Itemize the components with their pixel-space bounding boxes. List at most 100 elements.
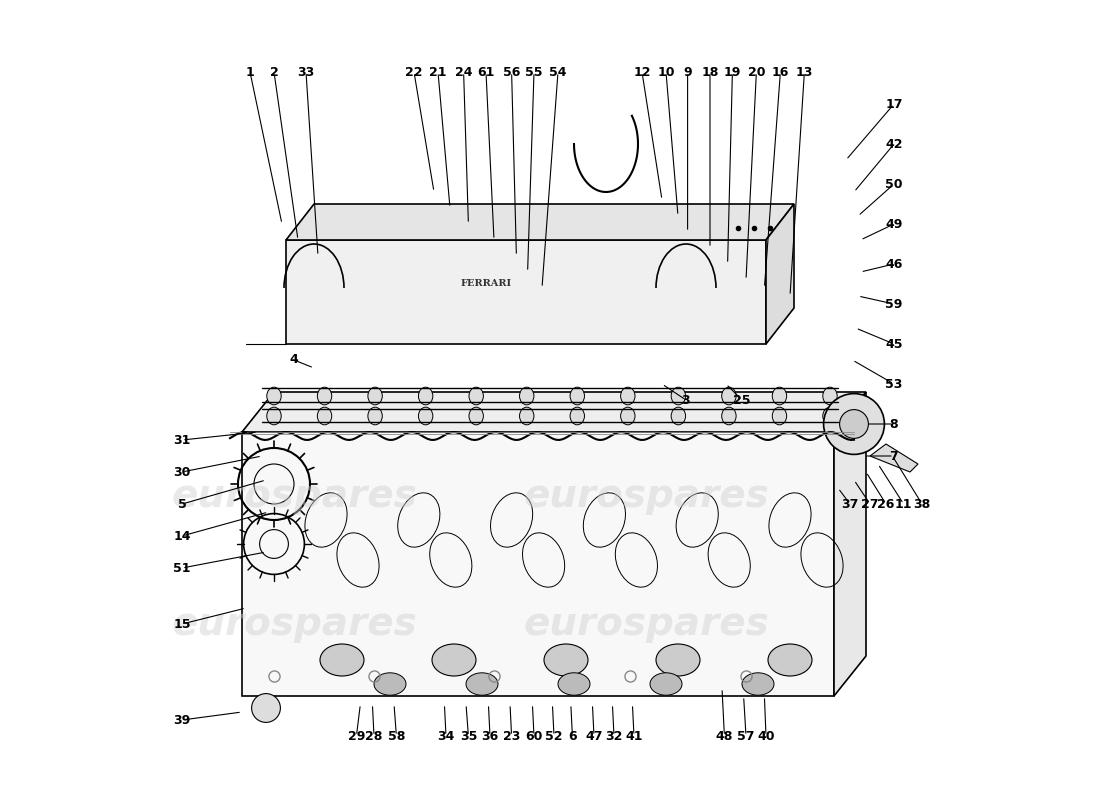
Text: 14: 14 (174, 530, 190, 542)
Text: 53: 53 (886, 378, 903, 390)
Text: 18: 18 (702, 66, 718, 78)
Text: FERRARI: FERRARI (461, 279, 512, 289)
Text: 1: 1 (245, 66, 254, 78)
Text: eurospares: eurospares (524, 605, 769, 643)
Text: 9: 9 (683, 66, 692, 78)
Text: 8: 8 (890, 418, 899, 430)
Text: 50: 50 (886, 178, 903, 190)
Text: 33: 33 (297, 66, 315, 78)
Ellipse shape (267, 387, 282, 405)
Text: 26: 26 (878, 498, 894, 510)
Text: 10: 10 (658, 66, 674, 78)
Text: 23: 23 (503, 730, 520, 742)
Ellipse shape (768, 644, 812, 676)
Polygon shape (870, 444, 918, 472)
Text: 32: 32 (605, 730, 623, 742)
Text: 38: 38 (913, 498, 931, 510)
Ellipse shape (418, 407, 432, 425)
Text: 28: 28 (365, 730, 383, 742)
Text: 4: 4 (289, 354, 298, 366)
Ellipse shape (469, 387, 483, 405)
Text: 21: 21 (429, 66, 447, 78)
Ellipse shape (544, 644, 588, 676)
Ellipse shape (367, 407, 383, 425)
Ellipse shape (374, 673, 406, 695)
Ellipse shape (620, 407, 635, 425)
Polygon shape (242, 392, 866, 432)
Ellipse shape (519, 407, 534, 425)
Text: 7: 7 (890, 450, 899, 462)
Text: 35: 35 (460, 730, 477, 742)
Ellipse shape (671, 407, 685, 425)
Ellipse shape (742, 673, 774, 695)
Circle shape (824, 394, 884, 454)
Polygon shape (834, 392, 866, 696)
Text: 5: 5 (177, 498, 186, 510)
Ellipse shape (722, 407, 736, 425)
Text: 13: 13 (795, 66, 813, 78)
Text: 58: 58 (387, 730, 405, 742)
Text: 12: 12 (634, 66, 651, 78)
Text: 61: 61 (477, 66, 495, 78)
Text: 22: 22 (405, 66, 422, 78)
Text: 6: 6 (568, 730, 576, 742)
Ellipse shape (823, 387, 837, 405)
Text: 55: 55 (526, 66, 542, 78)
Text: 46: 46 (886, 258, 903, 270)
Text: 24: 24 (455, 66, 472, 78)
Polygon shape (766, 204, 794, 344)
Text: 29: 29 (348, 730, 365, 742)
Text: 48: 48 (716, 730, 733, 742)
Text: 49: 49 (886, 218, 903, 230)
Ellipse shape (432, 644, 476, 676)
Text: 41: 41 (625, 730, 642, 742)
Text: 51: 51 (174, 562, 190, 574)
Text: 39: 39 (174, 714, 190, 726)
Ellipse shape (317, 407, 332, 425)
Text: 57: 57 (737, 730, 755, 742)
Text: 45: 45 (886, 338, 903, 350)
Polygon shape (286, 204, 794, 240)
Text: 47: 47 (585, 730, 603, 742)
Text: 37: 37 (842, 498, 859, 510)
Ellipse shape (772, 407, 786, 425)
Circle shape (839, 410, 868, 438)
Ellipse shape (469, 407, 483, 425)
Ellipse shape (367, 387, 383, 405)
Ellipse shape (772, 387, 786, 405)
Ellipse shape (558, 673, 590, 695)
Ellipse shape (671, 387, 685, 405)
Text: 40: 40 (757, 730, 774, 742)
Text: 2: 2 (270, 66, 278, 78)
Text: 20: 20 (748, 66, 766, 78)
Ellipse shape (317, 387, 332, 405)
Text: 36: 36 (482, 730, 498, 742)
Text: 30: 30 (174, 466, 190, 478)
Ellipse shape (320, 644, 364, 676)
Text: 31: 31 (174, 434, 190, 446)
Text: 60: 60 (526, 730, 542, 742)
Text: 59: 59 (886, 298, 903, 310)
Text: 42: 42 (886, 138, 903, 150)
FancyBboxPatch shape (242, 432, 834, 696)
Text: 27: 27 (861, 498, 879, 510)
Text: 34: 34 (438, 730, 454, 742)
Ellipse shape (823, 407, 837, 425)
Ellipse shape (267, 407, 282, 425)
Ellipse shape (656, 644, 700, 676)
Text: 25: 25 (734, 394, 750, 406)
Text: 16: 16 (772, 66, 789, 78)
Text: eurospares: eurospares (172, 477, 417, 515)
Ellipse shape (620, 387, 635, 405)
Ellipse shape (722, 387, 736, 405)
Ellipse shape (570, 407, 584, 425)
Circle shape (252, 694, 280, 722)
Text: 3: 3 (682, 394, 691, 406)
Text: 54: 54 (549, 66, 566, 78)
Text: eurospares: eurospares (524, 477, 769, 515)
Ellipse shape (418, 387, 432, 405)
Text: 19: 19 (724, 66, 741, 78)
Ellipse shape (519, 387, 534, 405)
Ellipse shape (466, 673, 498, 695)
Text: 11: 11 (894, 498, 912, 510)
